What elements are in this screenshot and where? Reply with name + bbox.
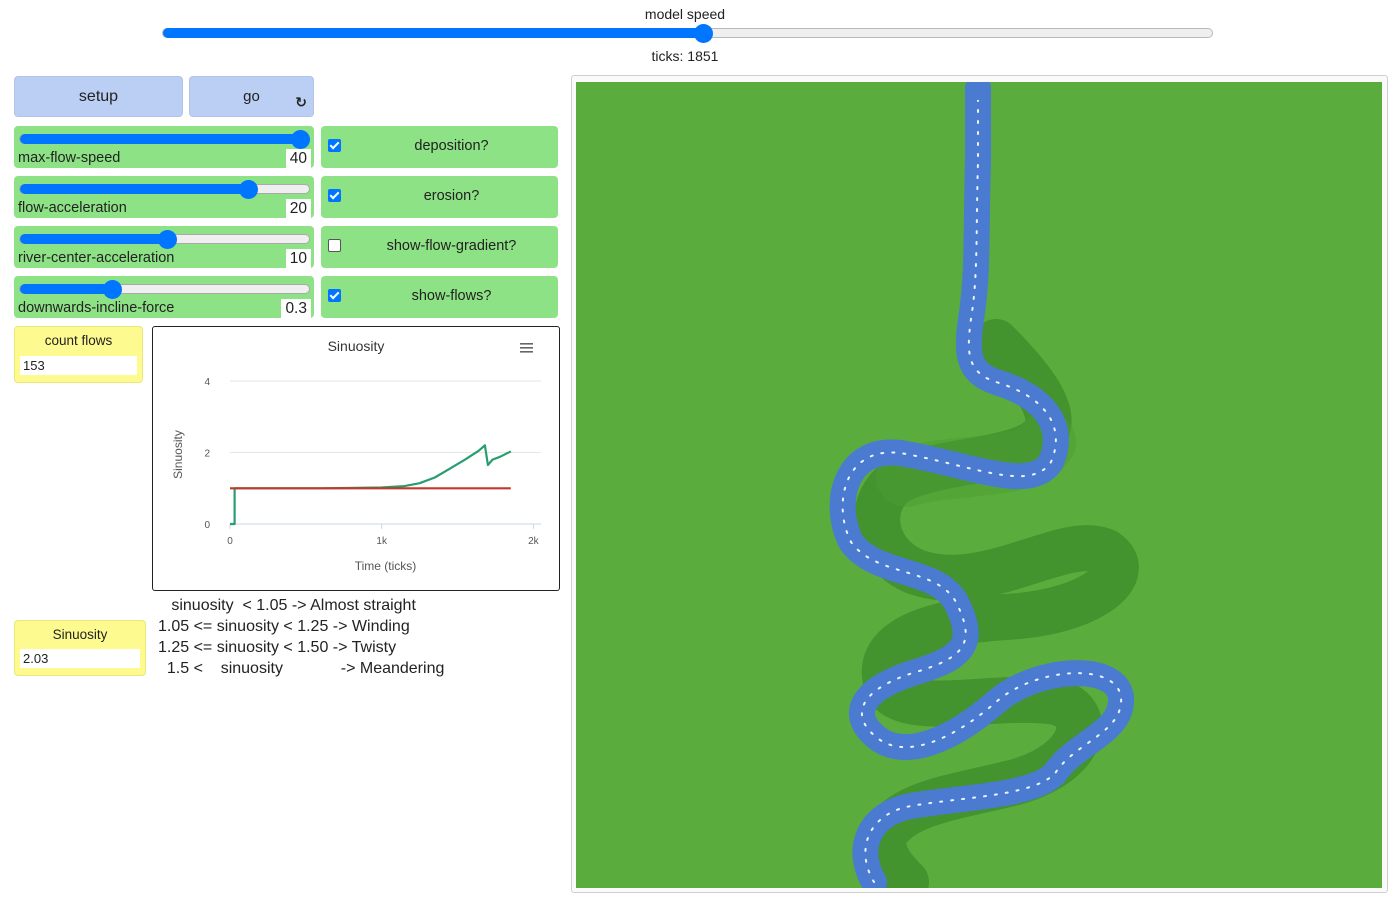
deposition-checkbox[interactable] — [328, 139, 341, 152]
hamburger-menu-icon — [520, 351, 533, 353]
go-button[interactable]: go ↻ — [189, 76, 314, 117]
slider-value[interactable]: 0.3 — [281, 299, 311, 318]
river-center-acceleration-slider[interactable]: river-center-acceleration 10 — [14, 226, 314, 268]
show-flow-gradient-checkbox[interactable] — [328, 239, 341, 252]
model-speed-thumb[interactable] — [694, 24, 714, 43]
note-line: 1.25 <= sinuosity < 1.50 -> Twisty — [158, 639, 397, 656]
switch-label: erosion? — [423, 188, 480, 204]
sinuosity-monitor: Sinuosity 2.03 — [14, 620, 146, 676]
slider-track[interactable] — [19, 180, 310, 199]
monitor-value: 2.03 — [20, 649, 140, 668]
show-flow-gradient-switch[interactable]: show-flow-gradient? — [321, 226, 558, 268]
slider-value[interactable]: 10 — [285, 249, 311, 268]
show-flows-switch[interactable]: show-flows? — [321, 276, 558, 318]
sinuosity-plot: Sinuosity 0 2 4 0 1k 2k Time (ticks) Sinuosity — [152, 326, 560, 591]
slider-track[interactable] — [19, 280, 310, 299]
downwards-incline-force-slider[interactable]: downwards-incline-force 0.3 — [14, 276, 314, 318]
x-tick-label: 2k — [528, 536, 540, 547]
x-tick-label: 0 — [227, 536, 233, 547]
slider-fill — [20, 184, 249, 194]
switch-label: show-flows? — [411, 288, 492, 304]
setup-button[interactable]: setup — [14, 76, 183, 117]
slider-thumb[interactable] — [239, 180, 259, 199]
x-axis-label: Time (ticks) — [355, 559, 417, 573]
switch-label: show-flow-gradient? — [386, 238, 517, 254]
slider-fill — [20, 234, 168, 244]
river — [829, 82, 1134, 888]
note-line: 1.5 < sinuosity -> Meandering — [158, 660, 445, 677]
slider-track[interactable] — [19, 130, 311, 149]
note-line: 1.05 <= sinuosity < 1.25 -> Winding — [158, 618, 410, 635]
count-flows-monitor: count flows 153 — [14, 326, 143, 383]
slider-thumb[interactable] — [291, 130, 311, 149]
slider-label: flow-acceleration — [18, 200, 127, 216]
y-axis-label: Sinuosity — [171, 430, 185, 479]
setup-button-label: setup — [78, 87, 119, 105]
slider-thumb[interactable] — [103, 280, 123, 299]
sinuosity-note: sinuosity < 1.05 -> Almost straight 1.05 … — [158, 595, 444, 679]
world-view[interactable] — [576, 82, 1382, 888]
slider-fill — [20, 134, 301, 144]
model-speed-label: model speed — [644, 6, 726, 22]
model-speed-fill — [163, 28, 704, 38]
slider-label: max-flow-speed — [18, 150, 121, 166]
plot-title: Sinuosity — [328, 338, 385, 354]
slider-fill — [20, 284, 113, 294]
world-canvas — [829, 82, 1139, 888]
slider-label: downwards-incline-force — [18, 300, 175, 316]
vegetation-banks — [854, 154, 1139, 888]
y-tick-label: 0 — [204, 520, 210, 531]
y-tick-label: 4 — [204, 377, 210, 388]
model-speed-slider[interactable] — [162, 24, 1213, 43]
monitor-label: count flows — [44, 333, 113, 348]
monitor-value: 153 — [20, 356, 137, 375]
slider-thumb[interactable] — [158, 230, 178, 249]
slider-track[interactable] — [19, 230, 310, 249]
slider-label: river-center-acceleration — [18, 250, 175, 266]
x-tick-label: 1k — [376, 536, 388, 547]
plot-canvas: Sinuosity 0 2 4 0 1k 2k Time (ticks) Sinuosity — [171, 338, 541, 573]
slider-value[interactable]: 40 — [285, 149, 311, 168]
reload-icon: ↻ — [295, 94, 307, 110]
flow-acceleration-slider[interactable]: flow-acceleration 20 — [14, 176, 314, 218]
note-line: sinuosity < 1.05 -> Almost straight — [158, 597, 416, 614]
switch-label: deposition? — [414, 138, 489, 154]
hamburger-menu-icon — [520, 343, 533, 345]
hamburger-menu-icon — [520, 347, 533, 349]
ticks-counter: ticks: 1851 — [651, 48, 719, 64]
go-button-label: go — [243, 88, 260, 105]
series-line-1 — [230, 444, 512, 526]
erosion-checkbox[interactable] — [328, 189, 341, 202]
show-flows-checkbox[interactable] — [328, 289, 341, 302]
erosion-switch[interactable]: erosion? — [321, 176, 558, 218]
y-tick-label: 2 — [204, 449, 210, 460]
monitor-label: Sinuosity — [52, 627, 108, 642]
slider-value[interactable]: 20 — [285, 199, 311, 218]
max-flow-speed-slider[interactable]: max-flow-speed 40 — [14, 126, 314, 168]
deposition-switch[interactable]: deposition? — [321, 126, 558, 168]
